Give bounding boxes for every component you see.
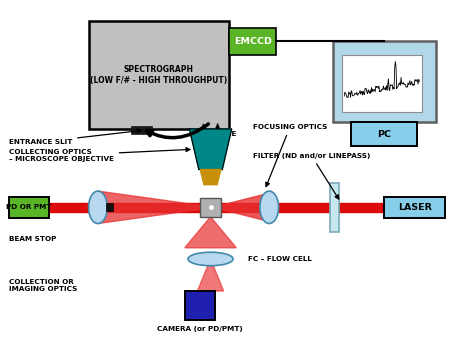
Text: COLLECTING OPTICS
– MICROSCOPE OBJECTIVE: COLLECTING OPTICS – MICROSCOPE OBJECTIVE — [9, 148, 190, 162]
Text: SPECTROGRAPH
(LOW F/# - HIGH THROUGHPUT): SPECTROGRAPH (LOW F/# - HIGH THROUGHPUT) — [91, 65, 228, 85]
Ellipse shape — [89, 191, 107, 223]
Ellipse shape — [260, 191, 279, 223]
Bar — [330, 183, 338, 232]
Text: BEAM STOP: BEAM STOP — [9, 236, 56, 242]
Text: EMCCD: EMCCD — [234, 37, 272, 46]
Text: FOCUSING OPTICS: FOCUSING OPTICS — [253, 124, 327, 186]
Text: LASER: LASER — [398, 203, 432, 212]
Polygon shape — [190, 129, 232, 170]
Bar — [106, 203, 113, 211]
Text: FIBRE: FIBRE — [213, 132, 237, 137]
Text: FC – FLOW CELL: FC – FLOW CELL — [248, 256, 312, 262]
Bar — [185, 291, 215, 320]
Text: FILTER (ND and/or LINEPASS): FILTER (ND and/or LINEPASS) — [253, 153, 370, 199]
Polygon shape — [221, 193, 269, 221]
Bar — [200, 198, 221, 217]
Bar — [9, 197, 49, 218]
Text: CAMERA (or PD/PMT): CAMERA (or PD/PMT) — [157, 326, 243, 333]
Text: PD OR PMT: PD OR PMT — [6, 204, 51, 211]
Text: COLLECTION OR
IMAGING OPTICS: COLLECTION OR IMAGING OPTICS — [9, 279, 77, 293]
Bar — [229, 28, 276, 55]
Text: PC: PC — [377, 129, 391, 139]
Bar — [333, 41, 436, 122]
Bar — [131, 126, 152, 134]
Bar — [351, 122, 417, 146]
Text: ENTRANCE SLIT: ENTRANCE SLIT — [9, 129, 141, 145]
Polygon shape — [200, 170, 221, 185]
Bar — [89, 21, 229, 129]
Bar — [342, 55, 422, 112]
Polygon shape — [98, 191, 200, 223]
Polygon shape — [197, 259, 224, 291]
Bar — [384, 197, 445, 218]
Polygon shape — [185, 217, 237, 248]
Ellipse shape — [188, 252, 233, 266]
